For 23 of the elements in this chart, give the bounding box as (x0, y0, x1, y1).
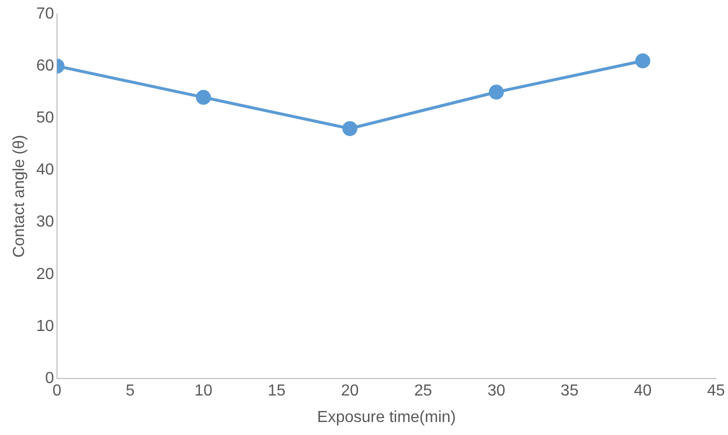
x-tick-label: 5 (126, 382, 135, 400)
x-tick-label: 15 (268, 382, 286, 400)
x-tick-label: 45 (707, 382, 725, 400)
x-tick-label: 35 (560, 382, 579, 400)
x-tick-label: 25 (414, 382, 432, 400)
point (488, 84, 504, 100)
y-tick-label: 30 (36, 214, 54, 231)
y-tick-label: 70 (36, 5, 54, 22)
point (635, 53, 650, 68)
x-tick-label: 40 (634, 382, 652, 400)
y-tick-label: 60 (36, 57, 54, 74)
point (196, 90, 211, 105)
x-axis-title: Exposure time(min) (317, 408, 456, 426)
point (342, 121, 358, 136)
y-tick-label: 10 (36, 318, 54, 335)
y-tick-label: 20 (36, 266, 54, 283)
y-axis-title: Contact angle (θ) (11, 134, 28, 258)
x-tick-label: 10 (194, 382, 212, 400)
x-tick-label: 20 (340, 382, 359, 400)
x-tick-label: 30 (487, 382, 506, 400)
y-tick-label: 0 (45, 370, 54, 388)
y-tick-label: 50 (36, 110, 54, 127)
y-tick-label: 40 (36, 162, 54, 179)
